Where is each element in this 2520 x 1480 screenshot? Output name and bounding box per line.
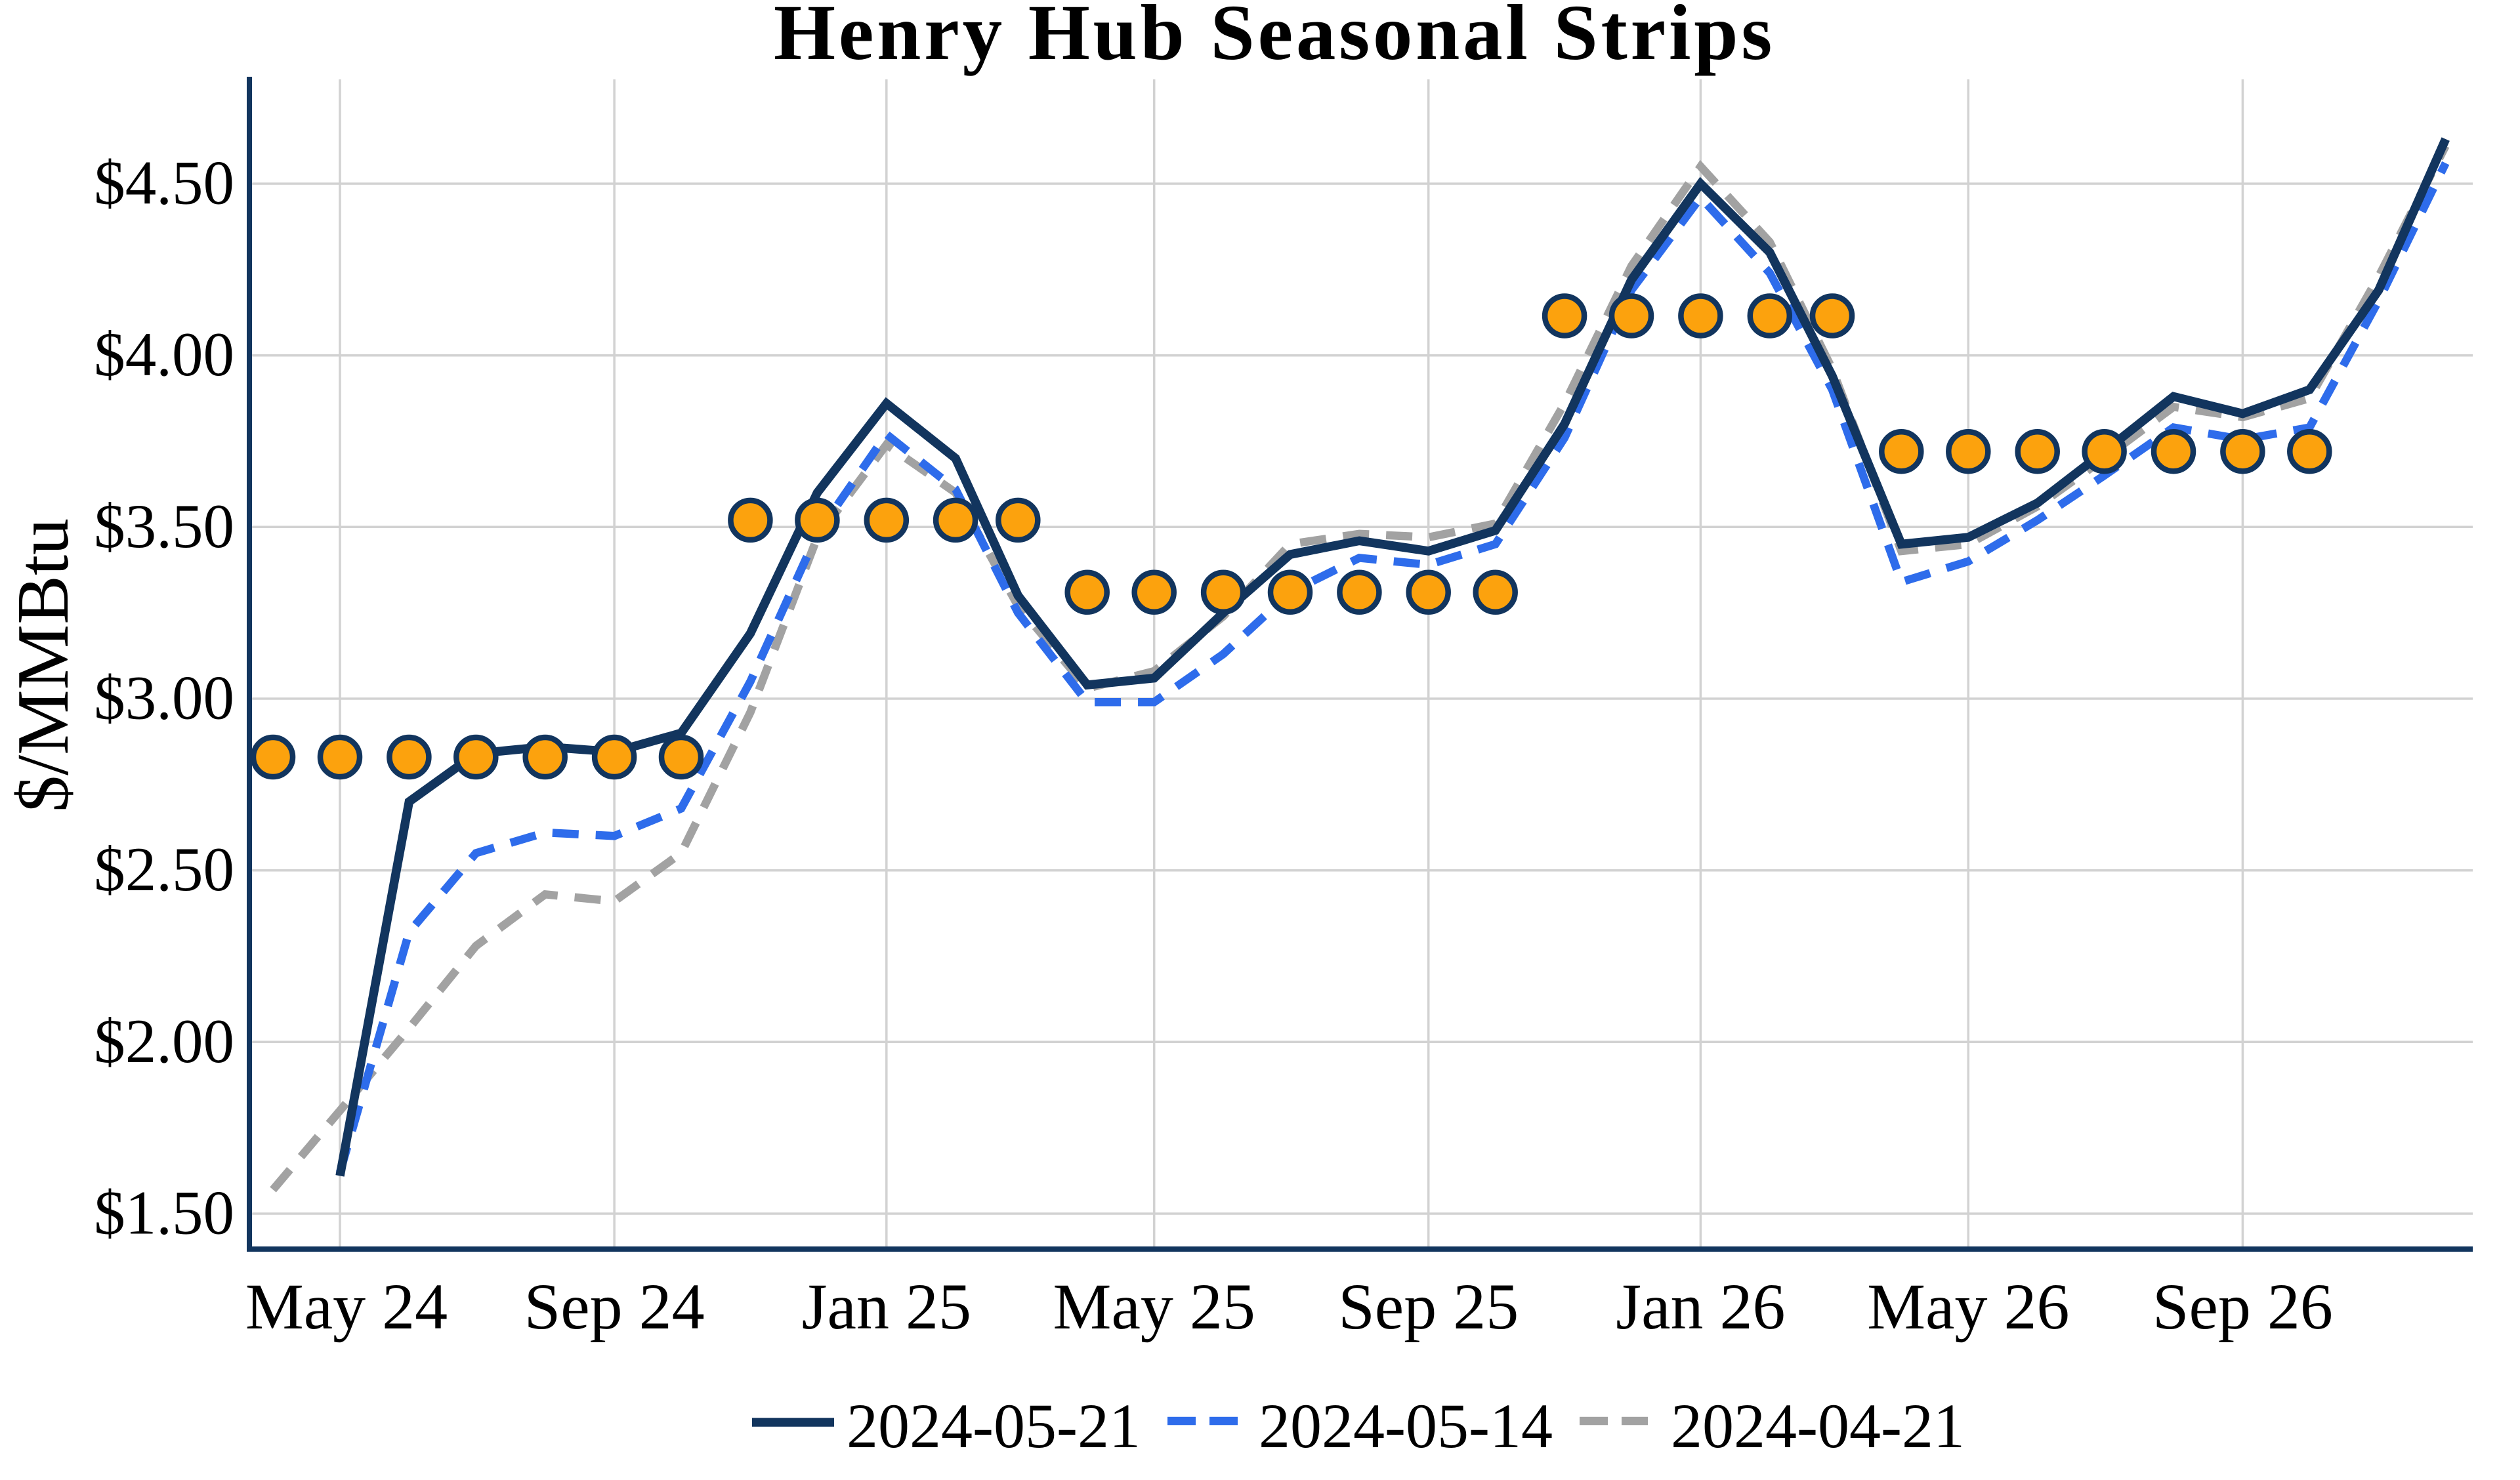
svg-text:$4.50: $4.50 [94, 148, 234, 218]
svg-text:2024-05-21: 2024-05-21 [847, 1391, 1141, 1461]
svg-text:$/MMBtu: $/MMBtu [3, 518, 84, 812]
svg-text:Sep 25: Sep 25 [1338, 1270, 1519, 1343]
svg-text:2024-05-14: 2024-05-14 [1259, 1391, 1553, 1461]
svg-text:$2.50: $2.50 [94, 834, 234, 904]
svg-text:Henry Hub Seasonal Strips: Henry Hub Seasonal Strips [774, 0, 1775, 77]
svg-text:Jan 26: Jan 26 [1616, 1270, 1785, 1343]
svg-text:$2.00: $2.00 [94, 1006, 234, 1076]
svg-text:May 25: May 25 [1053, 1270, 1255, 1343]
svg-text:$4.00: $4.00 [94, 319, 234, 389]
svg-text:$3.00: $3.00 [94, 663, 234, 733]
svg-text:$3.50: $3.50 [94, 491, 234, 561]
svg-text:May 26: May 26 [1867, 1270, 2069, 1343]
svg-text:Sep 26: Sep 26 [2152, 1270, 2333, 1343]
svg-text:Sep 24: Sep 24 [524, 1270, 705, 1343]
svg-text:Jan 25: Jan 25 [802, 1270, 971, 1343]
svg-text:May 24: May 24 [245, 1270, 448, 1343]
svg-text:2024-04-21: 2024-04-21 [1671, 1391, 1965, 1461]
svg-text:$1.50: $1.50 [94, 1178, 234, 1248]
